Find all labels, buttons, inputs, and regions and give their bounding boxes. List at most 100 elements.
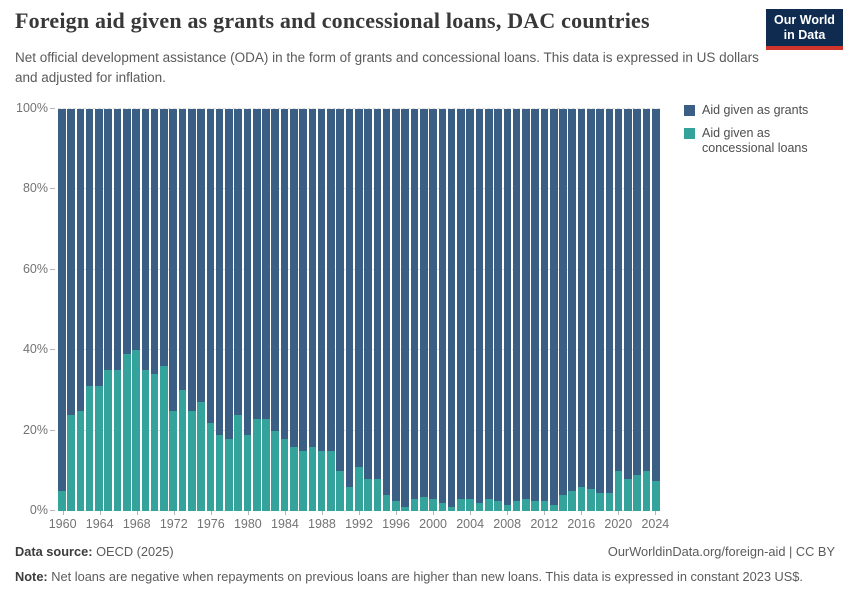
bar-1963[interactable] [85, 109, 94, 511]
grants-segment [234, 109, 242, 415]
bar-2021[interactable] [624, 109, 632, 511]
bar-1996[interactable] [392, 109, 400, 511]
bar-1970[interactable] [150, 109, 159, 511]
grants-segment [85, 109, 94, 387]
loans-segment [327, 450, 335, 511]
bar-1993[interactable] [364, 109, 372, 511]
bar-1997[interactable] [401, 109, 409, 511]
grants-segment [299, 109, 307, 451]
grants-segment [187, 109, 196, 411]
bar-2019[interactable] [605, 109, 614, 511]
bar-1989[interactable] [327, 109, 335, 511]
bar-1981[interactable] [252, 109, 261, 511]
bar-1984[interactable] [280, 109, 289, 511]
bar-2006[interactable] [484, 109, 493, 511]
bar-1980[interactable] [243, 109, 252, 511]
x-tick-label-2020: 2020 [604, 517, 633, 531]
bar-2015[interactable] [568, 109, 577, 511]
x-tick-mark [136, 511, 138, 515]
bar-2003[interactable] [457, 109, 465, 511]
loans-segment [345, 486, 354, 511]
bar-1967[interactable] [122, 109, 131, 511]
bar-1994[interactable] [373, 109, 382, 511]
loans-segment [76, 410, 85, 511]
y-tick-label: 0% [29, 503, 48, 517]
bar-2024[interactable] [652, 109, 660, 511]
bar-2007[interactable] [494, 109, 502, 511]
grants-segment [169, 109, 177, 411]
bar-1964[interactable] [95, 109, 103, 511]
bar-2000[interactable] [429, 109, 437, 511]
bar-1982[interactable] [262, 109, 270, 511]
loans-segment [503, 504, 512, 511]
loans-segment [150, 374, 159, 511]
bar-2002[interactable] [447, 109, 456, 511]
owid-logo[interactable]: Our World in Data [766, 9, 843, 50]
grants-segment [475, 109, 484, 503]
bar-1986[interactable] [299, 109, 307, 511]
grants-segment [308, 109, 317, 447]
grants-segment [122, 109, 131, 355]
bar-1969[interactable] [141, 109, 150, 511]
bar-2013[interactable] [549, 109, 558, 511]
bar-2004[interactable] [466, 109, 474, 511]
bar-2005[interactable] [475, 109, 484, 511]
bar-2017[interactable] [587, 109, 595, 511]
grants-segment [252, 109, 261, 419]
bar-1960[interactable] [58, 109, 66, 511]
bar-2014[interactable] [559, 109, 567, 511]
bar-1975[interactable] [197, 109, 205, 511]
bar-1968[interactable] [132, 109, 140, 511]
bar-2012[interactable] [540, 109, 549, 511]
bar-1966[interactable] [113, 109, 122, 511]
bar-1978[interactable] [225, 109, 233, 511]
loans-segment [252, 418, 261, 511]
bar-2016[interactable] [577, 109, 586, 511]
x-tick-label-2016: 2016 [567, 517, 596, 531]
bar-2010[interactable] [522, 109, 530, 511]
bar-2009[interactable] [512, 109, 521, 511]
x-axis: 1960 1964 1968 1972 1976 1980 1984 1988 1992 1996… [49, 511, 669, 537]
bar-1995[interactable] [382, 109, 391, 511]
owid-link[interactable]: OurWorldinData.org/foreign-aid | CC BY [607, 544, 835, 559]
bar-2020[interactable] [614, 109, 623, 511]
loans-segment [290, 446, 298, 511]
legend-item-loans[interactable]: Aid given as concessional loans [684, 126, 844, 157]
bar-1990[interactable] [336, 109, 345, 511]
bar-1979[interactable] [234, 109, 242, 511]
bar-2023[interactable] [642, 109, 651, 511]
bar-2018[interactable] [596, 109, 604, 511]
legend-item-grants[interactable]: Aid given as grants [684, 103, 844, 119]
loans-segment [178, 390, 187, 511]
bar-1974[interactable] [187, 109, 196, 511]
bar-1999[interactable] [419, 109, 428, 511]
grants-segment [95, 109, 103, 387]
loans-segment [401, 506, 409, 511]
grants-segment [484, 109, 493, 499]
bar-1987[interactable] [308, 109, 317, 511]
bar-1972[interactable] [169, 109, 177, 511]
bar-2011[interactable] [531, 109, 539, 511]
bar-1988[interactable] [317, 109, 326, 511]
bar-1977[interactable] [215, 109, 224, 511]
bar-1973[interactable] [178, 109, 187, 511]
bar-1976[interactable] [206, 109, 215, 511]
bar-1983[interactable] [271, 109, 280, 511]
grants-segment [466, 109, 474, 499]
bar-2022[interactable] [633, 109, 642, 511]
bar-1965[interactable] [104, 109, 112, 511]
x-tick-label-1972: 1972 [159, 517, 188, 531]
bar-2008[interactable] [503, 109, 512, 511]
bar-1962[interactable] [76, 109, 85, 511]
bar-1985[interactable] [290, 109, 298, 511]
gridline-100: 100% [16, 101, 660, 115]
bar-2001[interactable] [438, 109, 447, 511]
grants-segment [410, 109, 419, 499]
bar-1998[interactable] [410, 109, 419, 511]
x-tick-label-1988: 1988 [308, 517, 336, 531]
bar-1961[interactable] [67, 109, 75, 511]
bar-1971[interactable] [160, 109, 168, 511]
loans-segment [540, 500, 549, 511]
bar-1992[interactable] [355, 109, 363, 511]
bar-1991[interactable] [345, 109, 354, 511]
